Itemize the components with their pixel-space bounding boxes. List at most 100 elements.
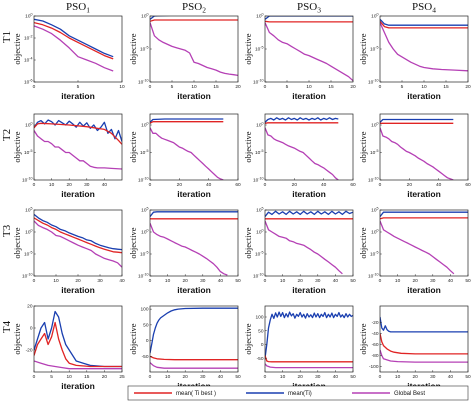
series-line-global-best: [265, 363, 353, 369]
x-tick-label: 20: [183, 374, 189, 380]
x-tick-label: 40: [333, 278, 339, 284]
y-tick-label: 20: [27, 304, 33, 310]
x-tick-label: 0: [379, 278, 382, 284]
x-axis-label: iteration: [61, 381, 95, 391]
x-tick-label: 40: [333, 374, 339, 380]
y-tick-label: 100: [141, 13, 148, 20]
plot-frame: [379, 113, 469, 181]
x-tick-label: 0: [33, 182, 36, 188]
y-tick-label: 100: [255, 315, 263, 321]
series-line-mean: [380, 316, 468, 333]
y-tick-label: 10-10: [253, 177, 264, 184]
x-tick-label: 40: [448, 278, 454, 284]
x-tick-label: 0: [33, 278, 36, 284]
y-tick-label: 10-10: [253, 273, 264, 280]
x-tick-label: 0: [149, 278, 152, 284]
column-title: PSO3: [297, 1, 321, 15]
row-label: T3: [1, 224, 13, 237]
x-tick-label: 50: [235, 278, 241, 284]
x-tick-label: 20: [75, 278, 81, 284]
x-tick-label: 20: [102, 374, 108, 380]
x-tick-label: 30: [200, 278, 206, 284]
legend-box: [127, 385, 469, 401]
x-tick-label: 10: [280, 374, 286, 380]
x-tick-label: 20: [235, 84, 241, 90]
y-tick-label: 100: [141, 229, 148, 236]
subplot: 01020304050-20-40-60-80-100iterationobje…: [358, 305, 471, 391]
y-tick-label: 10-5: [24, 149, 33, 156]
x-tick-label: 50: [235, 374, 241, 380]
y-axis-label: objective: [358, 323, 368, 354]
series-line-mean-best: [380, 333, 468, 355]
y-tick-label: 10-5: [370, 46, 379, 53]
x-tick-label: 40: [218, 278, 224, 284]
subplot: 0 10 20 30 40 105 100 10-5 10-10 iteration objecti…: [12, 207, 125, 295]
y-tick-label: 10-10: [368, 273, 379, 280]
series-line-global-best: [34, 220, 122, 268]
x-axis-label: iteration: [61, 189, 95, 199]
x-tick-label: 20: [177, 182, 183, 188]
subplot: 0 5 10 15 20 100 10-5 10-10 iteration objective: [358, 13, 471, 101]
y-tick-label: -60: [372, 342, 379, 348]
y-tick-label: 50: [143, 322, 149, 328]
y-tick-label: -50: [142, 354, 149, 360]
x-tick-label: 30: [430, 374, 436, 380]
series-line-mean: [265, 117, 339, 123]
y-tick-label: 100: [371, 229, 378, 236]
x-tick-label: 10: [165, 278, 171, 284]
series-line-mean-best: [34, 122, 122, 145]
series-line-global-best: [265, 220, 343, 275]
y-axis-label: objective: [128, 131, 138, 162]
plot-frame: [379, 209, 469, 277]
x-tick-label: 20: [298, 374, 304, 380]
plot-frame: [264, 113, 354, 181]
x-tick-label: 10: [395, 278, 401, 284]
y-tick-label: 10-2: [24, 35, 33, 42]
x-tick-label: 30: [97, 278, 103, 284]
series-line-mean-best: [265, 20, 353, 23]
y-tick-label: 100: [371, 13, 378, 20]
subplot: 0 10 20 30 40 50 105 100 10-5 10-10 iteration objec…: [128, 207, 241, 295]
x-tick-label: 0: [264, 182, 267, 188]
x-tick-label: 10: [395, 374, 401, 380]
column-title-text: PSO: [66, 1, 86, 13]
y-tick-label: -80: [372, 353, 379, 359]
x-axis-label: iteration: [292, 189, 326, 199]
series-line-mean-best: [265, 355, 353, 363]
x-tick-label: 30: [315, 278, 321, 284]
column-title-subscript: 4: [432, 6, 436, 15]
x-axis-label: iteration: [292, 91, 326, 101]
column-title-subscript: 3: [317, 6, 321, 15]
x-tick-label: 5: [77, 84, 80, 90]
series-line-global-best: [380, 349, 468, 363]
series-line-mean-best: [150, 19, 238, 22]
y-tick-label: 10-10: [22, 177, 33, 184]
series-line-mean-best: [380, 20, 468, 29]
y-tick-label: 100: [141, 122, 148, 129]
x-axis-label: iteration: [407, 91, 441, 101]
plot-frame: [149, 113, 239, 181]
series-line-global-best: [265, 127, 339, 180]
y-tick-label: 100: [25, 122, 32, 129]
y-tick-label: 105: [256, 207, 263, 214]
plot-frame: [149, 15, 239, 83]
y-axis-label: objective: [128, 33, 138, 64]
x-tick-label: 0: [33, 84, 36, 90]
x-tick-label: 40: [218, 374, 224, 380]
row-labels: T1 T2 T3 T4: [1, 31, 13, 333]
row-label: T4: [1, 320, 13, 333]
x-tick-label: 0: [33, 374, 36, 380]
column-title: PSO2: [182, 1, 206, 15]
x-tick-label: 0: [379, 84, 382, 90]
x-tick-label: 30: [84, 182, 90, 188]
series-line-mean: [265, 210, 353, 218]
y-tick-label: 100: [256, 229, 263, 236]
x-tick-label: 40: [102, 182, 108, 188]
x-tick-label: 40: [321, 182, 327, 188]
x-tick-label: 20: [292, 182, 298, 188]
subplot: 0 10 20 30 40 100 10-5 10-10 iteration objective: [12, 113, 123, 199]
x-tick-label: 30: [430, 278, 436, 284]
x-tick-label: 10: [421, 84, 427, 90]
x-tick-label: 5: [171, 84, 174, 90]
subplot: 0 20 40 60 100 10-5 10-10 iteration objective: [358, 113, 471, 199]
